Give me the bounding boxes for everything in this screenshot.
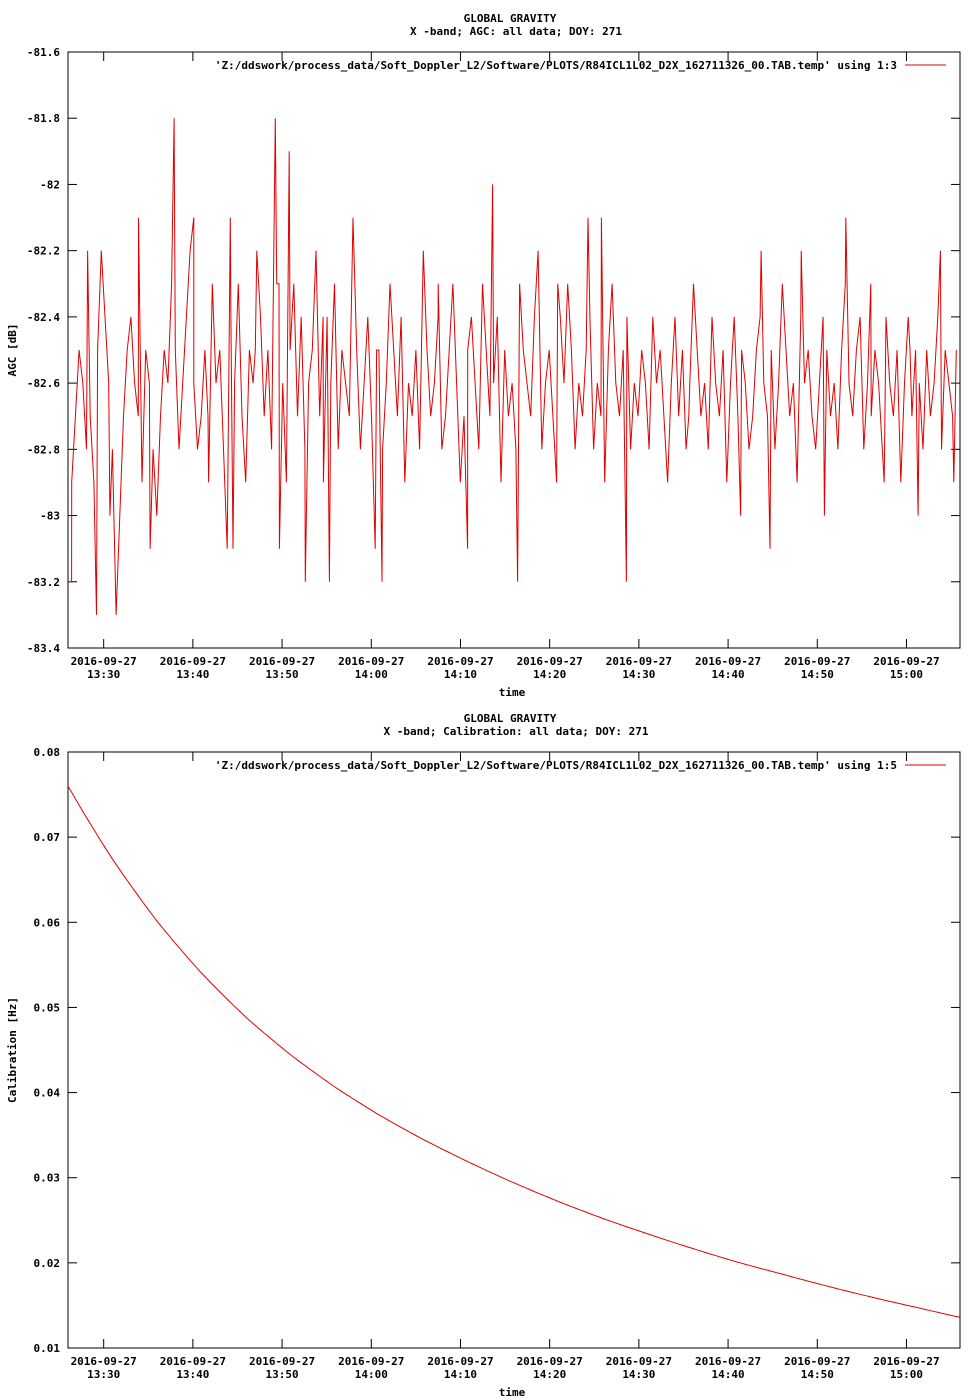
- calibration-plot-frame: [67, 751, 961, 1349]
- agc-y-ticks: -81.6 -81.8 -82 -82.2 -82.4 -82.6 -82.8 -83 -83.…: [27, 46, 960, 655]
- calibration-chart: GLOBAL GRAVITY X -band; Calibration: all…: [6, 712, 961, 1399]
- agc-x-ticks: 2016-09-2713:302016-09-2713:402016-09-27…: [71, 52, 940, 681]
- calibration-x-tick-time-label: 13:50: [266, 1368, 299, 1381]
- agc-y-tick-label: -82.4: [27, 311, 60, 324]
- calibration-y-tick-label: 0.05: [34, 1001, 61, 1014]
- agc-x-tick-date-label: 2016-09-27: [695, 655, 761, 668]
- calibration-x-tick-time-label: 14:00: [355, 1368, 388, 1381]
- agc-x-tick-date-label: 2016-09-27: [160, 655, 226, 668]
- agc-x-tick-time-label: 15:00: [890, 668, 923, 681]
- calibration-y-tick-label: 0.03: [34, 1172, 61, 1185]
- agc-x-tick-date-label: 2016-09-27: [249, 655, 315, 668]
- calibration-x-tick-date-label: 2016-09-27: [873, 1355, 939, 1368]
- calibration-y-tick-label: 0.04: [34, 1087, 61, 1100]
- calibration-x-tick-date-label: 2016-09-27: [160, 1355, 226, 1368]
- agc-x-tick-date-label: 2016-09-27: [606, 655, 672, 668]
- calibration-x-tick-date-label: 2016-09-27: [695, 1355, 761, 1368]
- agc-x-tick-time-label: 14:10: [444, 668, 477, 681]
- agc-x-tick-date-label: 2016-09-27: [784, 655, 850, 668]
- agc-y-tick-label: -82: [40, 178, 60, 191]
- agc-legend-label: 'Z:/ddswork/process_data/Soft_Doppler_L2…: [215, 59, 897, 72]
- agc-x-tick-time-label: 13:40: [176, 668, 209, 681]
- calibration-x-tick-date-label: 2016-09-27: [427, 1355, 493, 1368]
- agc-chart: GLOBAL GRAVITY X -band; AGC: all data; D…: [6, 12, 961, 699]
- calibration-x-ticks: 2016-09-2713:302016-09-2713:402016-09-27…: [71, 752, 940, 1381]
- agc-x-tick-time-label: 14:50: [801, 668, 834, 681]
- calibration-y-ticks: 0.08 0.07 0.06 0.05 0.04 0.03 0.02 0.01: [34, 746, 960, 1355]
- agc-y-tick-label: -81.6: [27, 46, 60, 59]
- agc-y-tick-label: -82.6: [27, 377, 60, 390]
- agc-plot-frame: [67, 51, 961, 649]
- calibration-x-tick-time-label: 13:40: [176, 1368, 209, 1381]
- calibration-y-tick-label: 0.07: [34, 831, 61, 844]
- calibration-x-tick-time-label: 13:30: [87, 1368, 120, 1381]
- agc-x-tick-time-label: 14:00: [355, 668, 388, 681]
- calibration-x-tick-time-label: 14:20: [533, 1368, 566, 1381]
- calibration-x-tick-date-label: 2016-09-27: [517, 1355, 583, 1368]
- calibration-y-tick-label: 0.06: [34, 916, 61, 929]
- calibration-x-tick-time-label: 14:40: [712, 1368, 745, 1381]
- calibration-x-tick-date-label: 2016-09-27: [249, 1355, 315, 1368]
- calibration-x-tick-time-label: 14:50: [801, 1368, 834, 1381]
- agc-x-tick-time-label: 14:40: [712, 668, 745, 681]
- calibration-x-tick-time-label: 14:30: [622, 1368, 655, 1381]
- agc-y-tick-label: -83.2: [27, 576, 60, 589]
- calibration-x-tick-date-label: 2016-09-27: [606, 1355, 672, 1368]
- calibration-y-tick-label: 0.01: [34, 1342, 61, 1355]
- agc-x-tick-date-label: 2016-09-27: [873, 655, 939, 668]
- calibration-x-tick-date-label: 2016-09-27: [338, 1355, 404, 1368]
- agc-x-axis-label: time: [499, 686, 526, 699]
- agc-x-tick-date-label: 2016-09-27: [517, 655, 583, 668]
- agc-y-tick-label: -81.8: [27, 112, 60, 125]
- calibration-y-tick-label: 0.08: [34, 746, 61, 759]
- agc-x-tick-date-label: 2016-09-27: [338, 655, 404, 668]
- agc-y-tick-label: -83: [40, 510, 60, 523]
- agc-x-tick-date-label: 2016-09-27: [427, 655, 493, 668]
- agc-x-tick-time-label: 13:50: [266, 668, 299, 681]
- agc-legend: 'Z:/ddswork/process_data/Soft_Doppler_L2…: [215, 59, 946, 72]
- calibration-y-axis-label: Calibration [Hz]: [6, 997, 19, 1103]
- calibration-x-tick-time-label: 15:00: [890, 1368, 923, 1381]
- agc-y-tick-label: -82.2: [27, 245, 60, 258]
- agc-chart-title: GLOBAL GRAVITY: [464, 12, 557, 25]
- calibration-x-axis-label: time: [499, 1386, 526, 1399]
- agc-y-axis-label: AGC [dB]: [6, 324, 19, 377]
- calibration-legend-label: 'Z:/ddswork/process_data/Soft_Doppler_L2…: [215, 759, 897, 772]
- agc-y-tick-label: -83.4: [27, 642, 60, 655]
- agc-x-tick-time-label: 14:20: [533, 668, 566, 681]
- calibration-x-tick-time-label: 14:10: [444, 1368, 477, 1381]
- calibration-y-tick-label: 0.02: [34, 1257, 61, 1270]
- agc-x-tick-time-label: 14:30: [622, 668, 655, 681]
- calibration-chart-subtitle: X -band; Calibration: all data; DOY: 271: [384, 725, 649, 738]
- calibration-x-tick-date-label: 2016-09-27: [784, 1355, 850, 1368]
- agc-x-tick-time-label: 13:30: [87, 668, 120, 681]
- agc-series-line: [68, 118, 957, 615]
- agc-chart-subtitle: X -band; AGC: all data; DOY: 271: [410, 25, 622, 38]
- agc-x-tick-date-label: 2016-09-27: [71, 655, 137, 668]
- agc-y-tick-label: -82.8: [27, 443, 60, 456]
- calibration-legend: 'Z:/ddswork/process_data/Soft_Doppler_L2…: [215, 759, 946, 772]
- calibration-chart-title: GLOBAL GRAVITY: [464, 712, 557, 725]
- calibration-series-line: [67, 785, 961, 1318]
- calibration-x-tick-date-label: 2016-09-27: [71, 1355, 137, 1368]
